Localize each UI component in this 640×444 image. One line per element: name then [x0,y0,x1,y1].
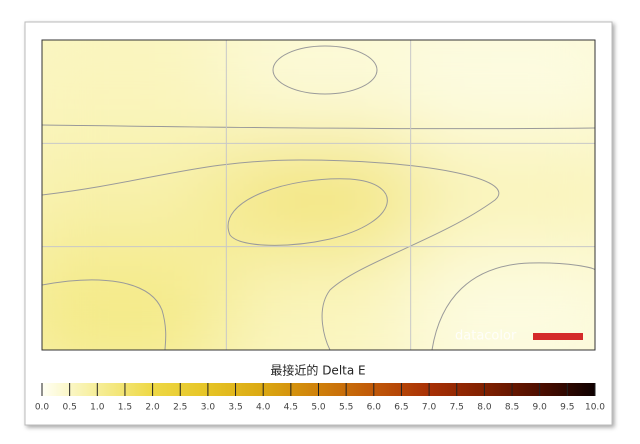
colorbar-tick-label: 4.0 [256,403,271,413]
contours [42,45,595,350]
colorbar-tick-label: 9.5 [560,403,574,413]
heat-cell [226,143,411,247]
colorbar-ticks: 0.0 0.5 1.0 1.5 2.0 2.5 3.0 3.5 4.0 4.5 5.0 5.5 6.0 6… [35,383,605,413]
colorbar-tick-label: 3.5 [228,403,242,413]
watermark-bar [533,333,583,340]
contour-line [42,279,167,350]
heat-cells [42,40,595,350]
colorbar-tick-label: 3.0 [201,403,216,413]
colorbar-tick-label: 2.0 [145,403,160,413]
colorbar-tick-label: 0.5 [62,403,76,413]
colorbar-label: 最接近的 Delta E [270,363,365,378]
colorbar-tick-label: 0.0 [35,403,50,413]
colorbar-tick-label: 5.0 [311,403,326,413]
colorbar-tick-label: 8.0 [477,403,492,413]
heat-cell [42,246,227,350]
heat-cell [42,143,227,247]
colorbar-tick-label: 6.5 [394,403,408,413]
heat-cell [226,246,411,350]
colorbar-tick-label: 8.5 [505,403,519,413]
heat-cell [410,40,595,144]
contour-line [431,262,595,350]
contour-line [227,178,388,246]
heat-cell [410,143,595,247]
grid [42,40,595,350]
colorbar-tick-label: 6.0 [367,403,382,413]
heatmap [42,40,595,350]
colorbar-tick-label: 4.5 [284,403,298,413]
watermark: datacolor [455,329,517,344]
colorbar-tick-label: 10.0 [585,403,605,413]
heat-cell [226,40,411,144]
colorbar-tick-label: 9.0 [533,403,548,413]
colorbar-tick-label: 7.0 [422,403,437,413]
contour-line [42,159,500,350]
colorbar-tick-label: 5.5 [339,403,353,413]
colorbar-tick-label: 7.5 [450,403,464,413]
contour-line [272,45,378,95]
plot-border [41,39,596,351]
contour-line [42,124,595,130]
colorbar-tick-label: 1.0 [90,403,105,413]
colorbar-tick-label: 1.5 [118,403,132,413]
colorbar-tick-label: 2.5 [173,403,187,413]
